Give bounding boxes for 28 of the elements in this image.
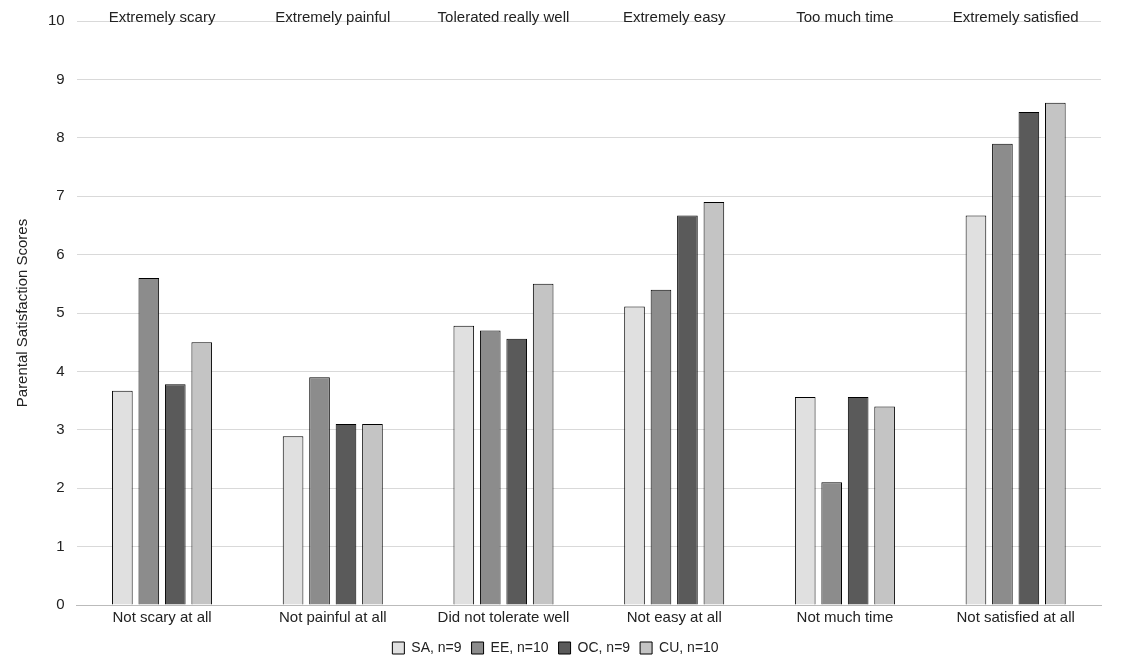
y-tick-label: 1 <box>56 536 65 554</box>
annotation: Extremely satisfied <box>952 8 1079 26</box>
legend-label: OC, n=9 <box>577 638 631 655</box>
y-tick-label: 3 <box>56 419 65 437</box>
annotation: Extremely easy <box>622 8 726 26</box>
y-tick-label: 8 <box>56 127 65 145</box>
y-tick-label: 9 <box>56 69 65 87</box>
annotation: Tolerated really well <box>437 8 570 26</box>
y-tick-label: 10 <box>48 11 65 29</box>
legend-label: SA, n=9 <box>411 638 462 655</box>
y-tick-label: 6 <box>56 244 65 262</box>
y-tick-label: 7 <box>56 186 65 204</box>
y-tick-label: 4 <box>56 361 65 379</box>
annotation: Extremely painful <box>275 8 391 26</box>
x-tick-label: Not scary at all <box>112 608 212 626</box>
legend-label: CU, n=10 <box>659 638 719 655</box>
annotation: Too much time <box>796 8 894 26</box>
x-tick-label: Not satisfied at all <box>956 608 1075 626</box>
y-tick-label: 2 <box>56 478 65 496</box>
x-tick-label: Not easy at all <box>626 608 722 626</box>
x-tick-label: Not much time <box>796 608 894 626</box>
y-axis-title: Parental Satisfaction Scores <box>13 218 31 408</box>
y-tick-label: 0 <box>56 595 65 613</box>
x-tick-label: Not painful at all <box>278 608 387 626</box>
y-tick-label: 5 <box>56 303 65 321</box>
x-tick-label: Did not tolerate well <box>437 608 570 626</box>
annotation: Extremely scary <box>108 8 216 26</box>
legend-label: EE, n=10 <box>490 638 549 655</box>
